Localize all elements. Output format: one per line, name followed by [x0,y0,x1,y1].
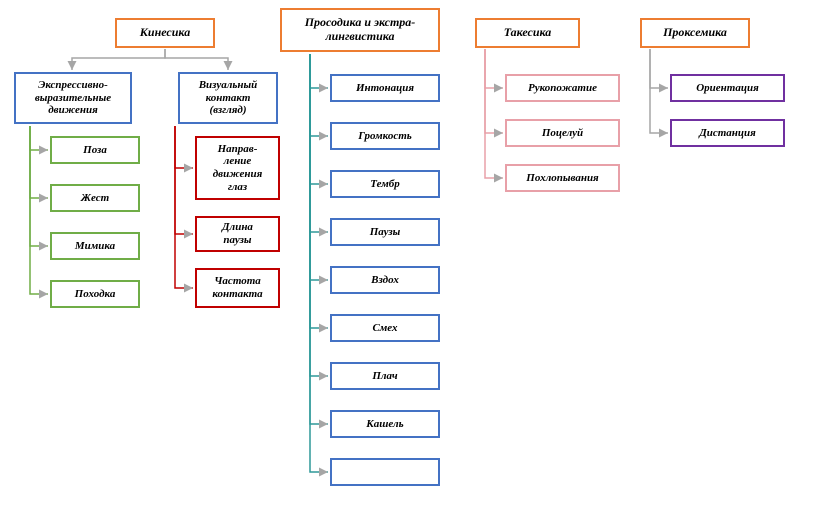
kin-item2-0: Направ- ление движения глаз [195,136,280,200]
pros-item-5: Смех [330,314,440,342]
pros-item-2: Тембр [330,170,440,198]
kin-item2-1: Длина паузы [195,216,280,252]
top-kinesika: Кинесика [115,18,215,48]
kinesika-sub2: Визуальный контакт (взгляд) [178,72,278,124]
pros-item-6: Плач [330,362,440,390]
top-takesika: Такесика [475,18,580,48]
pros-item-3: Паузы [330,218,440,246]
top-proksemika: Проксемика [640,18,750,48]
tak-item-2: Похлопывания [505,164,620,192]
prox-item-1: Дистанция [670,119,785,147]
pros-item-8 [330,458,440,486]
tak-item-1: Поцелуй [505,119,620,147]
pros-item-1: Громкость [330,122,440,150]
kin-item1-1: Жест [50,184,140,212]
kin-item2-2: Частота контакта [195,268,280,308]
kin-item1-3: Походка [50,280,140,308]
tak-item-0: Рукопожатие [505,74,620,102]
prox-item-0: Ориентация [670,74,785,102]
kin-item1-0: Поза [50,136,140,164]
pros-item-0: Интонация [330,74,440,102]
pros-item-4: Вздох [330,266,440,294]
kin-item1-2: Мимика [50,232,140,260]
top-prosodika: Просодика и экстра- лингвистика [280,8,440,52]
pros-item-7: Кашель [330,410,440,438]
kinesika-sub1: Экспрессивно- выразительные движения [14,72,132,124]
